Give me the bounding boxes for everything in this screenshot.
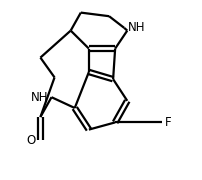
Text: NH: NH xyxy=(128,21,146,34)
Text: O: O xyxy=(26,134,35,147)
Text: NH: NH xyxy=(31,91,48,104)
Text: F: F xyxy=(165,116,171,129)
